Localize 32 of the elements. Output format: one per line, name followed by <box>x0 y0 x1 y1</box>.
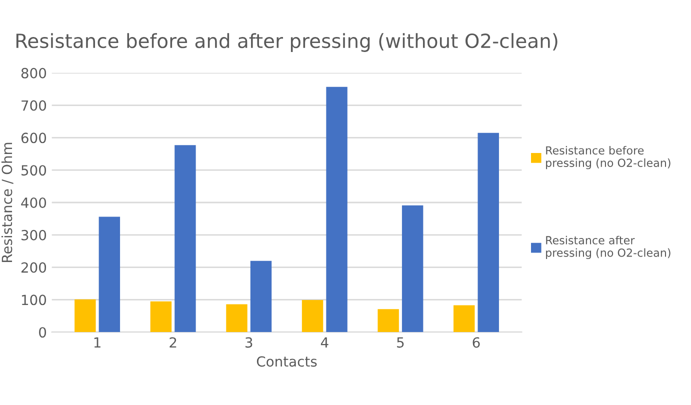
x-tick-label: 3 <box>246 337 252 348</box>
bar <box>402 205 424 332</box>
bar <box>378 309 399 332</box>
x-tick-label: 1 <box>94 337 100 348</box>
bar <box>74 299 96 332</box>
bar <box>150 301 172 332</box>
x-tick-label: 2 <box>170 337 176 348</box>
x-tick-label: 6 <box>472 337 480 348</box>
y-tick-label: 800 <box>21 68 46 78</box>
x-tick-label: 5 <box>397 337 404 348</box>
bar <box>250 260 272 332</box>
x-tick-label: 4 <box>320 337 328 348</box>
x-axis-title: Contacts <box>256 356 317 367</box>
y-tick-label: 300 <box>22 230 46 240</box>
y-tick-label: 600 <box>21 132 46 144</box>
bar <box>174 145 196 332</box>
y-tick-label: 400 <box>21 197 46 208</box>
legend-label: Resistance before pressing (no O2-clean) <box>546 146 670 170</box>
y-tick-label: 200 <box>21 262 46 273</box>
bar <box>453 305 475 332</box>
y-tick-label: 700 <box>22 100 46 111</box>
chart-title: Resistance before and after pressing (without O2-clean) <box>16 33 558 52</box>
bar <box>478 132 499 332</box>
y-axis-title: Resistance / Ohm <box>1 142 14 262</box>
y-tick-label: 500 <box>22 165 46 176</box>
bar <box>226 304 248 332</box>
y-tick-label: 0 <box>39 327 46 338</box>
bar <box>302 300 324 332</box>
legend-label: Resistance after pressing (no O2-clean) <box>546 236 670 260</box>
bar <box>98 216 120 332</box>
y-tick-label: 100 <box>22 294 46 306</box>
bar <box>326 86 348 332</box>
